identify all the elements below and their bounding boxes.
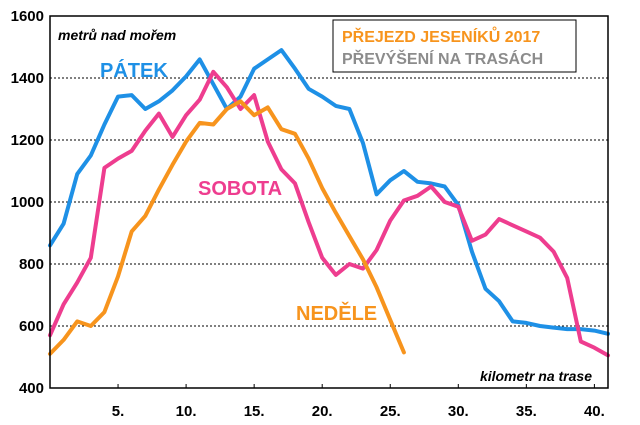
x-tick-label: 5. [112, 403, 125, 420]
x-tick-label: 40. [584, 403, 605, 420]
x-axis-label: kilometr na trase [480, 368, 592, 384]
series-line-nedele [48, 99, 406, 356]
gridlines [50, 77, 608, 327]
series-label-sobota: SOBOTA [198, 178, 282, 200]
y-tick-label: 1400 [11, 70, 44, 87]
y-axis-label: metrů nad mořem [58, 27, 176, 43]
x-tick-label: 25. [380, 403, 401, 420]
title-box [332, 19, 577, 73]
x-tick-labels: 5. 10. 15. 20. 25. 30. 35. 40. [112, 384, 605, 420]
chart-subtitle: PŘEVÝŠENÍ NA TRASÁCH [342, 49, 543, 68]
x-tick-label: 30. [448, 403, 469, 420]
series-line-patek [48, 48, 610, 336]
x-tick-label: 20. [312, 403, 333, 420]
x-tick-label: 35. [516, 403, 537, 420]
y-tick-label: 1200 [11, 132, 44, 149]
y-tick-label: 400 [19, 380, 44, 397]
chart-title: PŘEJEZD JESENÍKŮ 2017 [342, 26, 540, 46]
plot-area-frame [49, 15, 609, 389]
series-lines [48, 48, 610, 358]
y-tick-label: 1600 [11, 8, 44, 25]
series-label-patek: PÁTEK [100, 59, 168, 82]
y-tick-label: 1000 [11, 194, 44, 211]
y-tick-labels: 400 600 800 1000 1200 1400 1600 [11, 8, 44, 397]
y-tick-label: 600 [19, 318, 44, 335]
series-label-nedele: NEDĚLE [296, 301, 377, 325]
y-tick-label: 800 [19, 256, 44, 273]
series-line-sobota [48, 69, 610, 358]
x-tick-label: 15. [244, 403, 265, 420]
x-tick-label: 10. [176, 403, 197, 420]
